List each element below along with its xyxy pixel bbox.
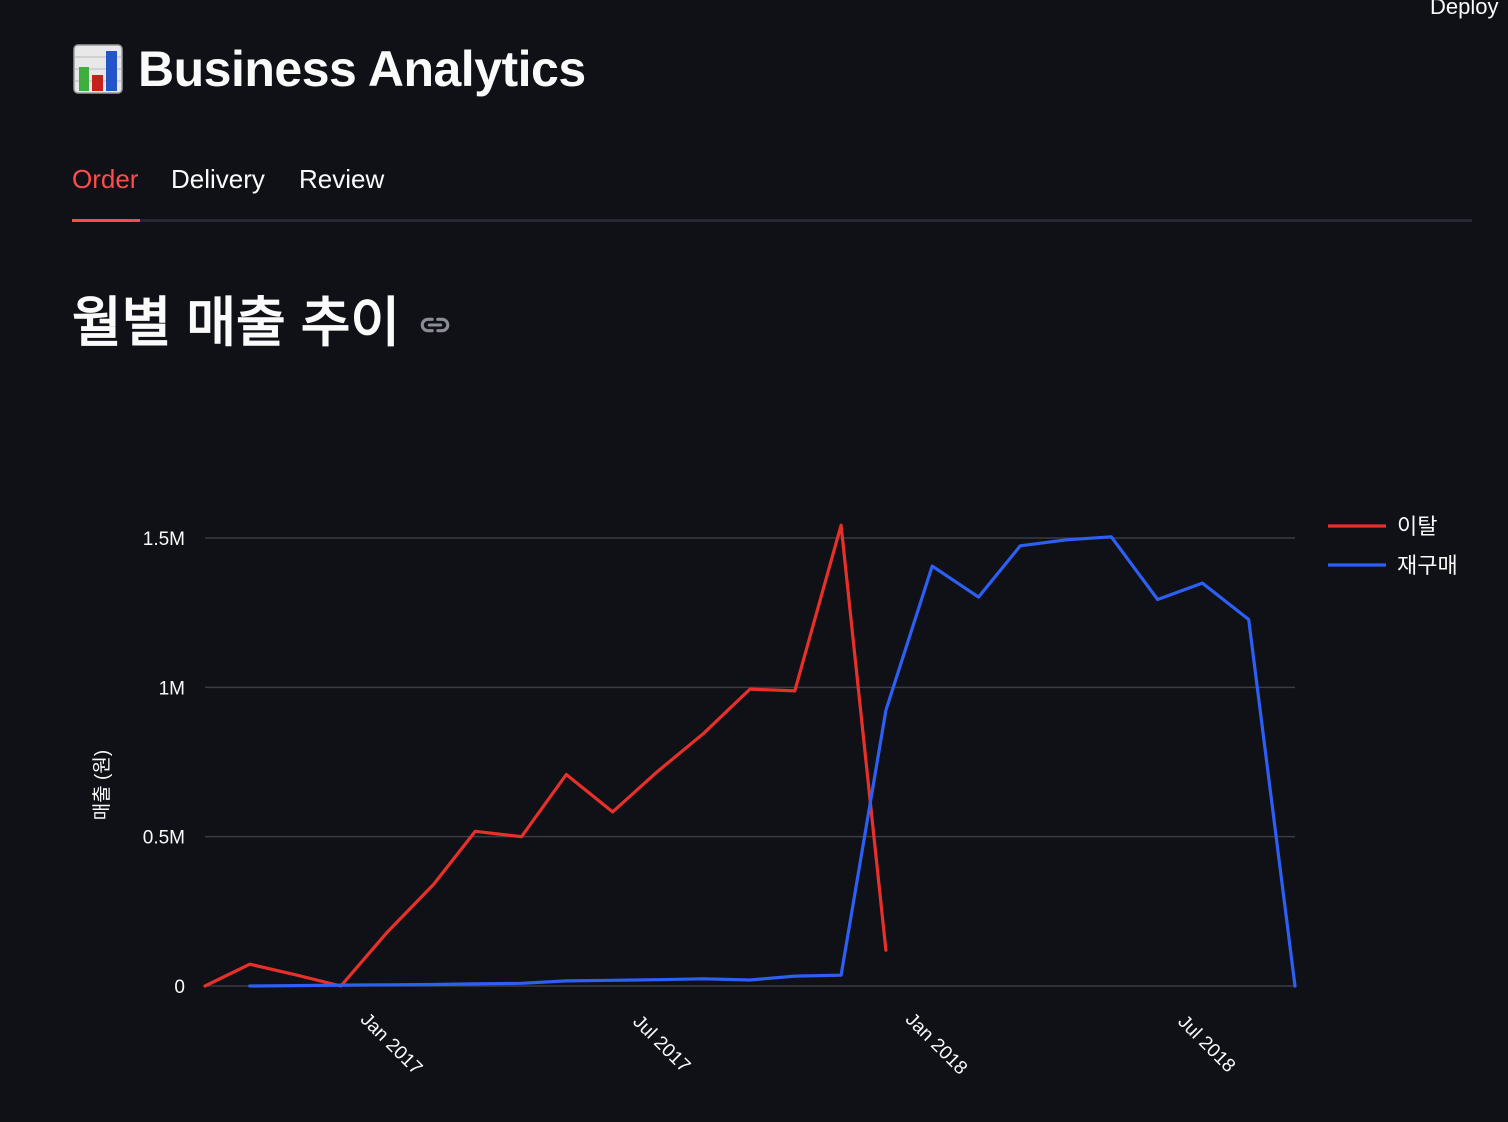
app-title: Business Analytics [138, 41, 586, 97]
x-tick-label: Jan 2018 [901, 1009, 971, 1079]
y-tick-label: 0.5M [143, 828, 185, 849]
bar-chart-emoji-icon [73, 44, 123, 94]
tab-delivery[interactable]: Delivery [171, 164, 265, 194]
active-tab-indicator [72, 219, 140, 222]
x-tick-label: Jul 2017 [628, 1011, 694, 1077]
series-lines [203, 523, 1297, 988]
series-line-churn[interactable] [203, 523, 888, 988]
monthly-sales-chart: 0 0.5M 1M 1.5M Jan 2017 Jul 2017 Jan 2018 Jul … [91, 514, 1458, 1079]
y-tick-label: 1M [159, 678, 185, 699]
tab-divider [72, 219, 1472, 222]
legend-label[interactable]: 이탈 [1397, 514, 1437, 539]
series-line-repurchase[interactable] [248, 535, 1297, 988]
deploy-button[interactable]: Deploy [1430, 0, 1499, 19]
section-title: 월별 매출 추이 [72, 293, 401, 353]
link-icon[interactable] [418, 308, 452, 342]
x-tick-label: Jan 2017 [356, 1009, 426, 1079]
x-axis-ticks: Jan 2017 Jul 2017 Jan 2018 Jul 2018 [356, 1009, 1239, 1079]
section-header: 월별 매출 추이 [72, 278, 452, 357]
y-axis-label: 매출 (원) [91, 750, 113, 820]
y-axis-ticks: 0 0.5M 1M 1.5M [143, 529, 185, 998]
legend-label[interactable]: 재구매 [1397, 553, 1458, 578]
grid-lines [205, 537, 1295, 987]
y-tick-label: 0 [174, 977, 185, 998]
y-tick-label: 1.5M [143, 529, 185, 550]
x-tick-label: Jul 2018 [1173, 1011, 1239, 1077]
app-header: Business Analytics [72, 40, 586, 98]
tab-bar: Order Delivery Review [72, 158, 1472, 222]
tab-order[interactable]: Order [72, 164, 139, 194]
tab-review[interactable]: Review [299, 164, 385, 194]
